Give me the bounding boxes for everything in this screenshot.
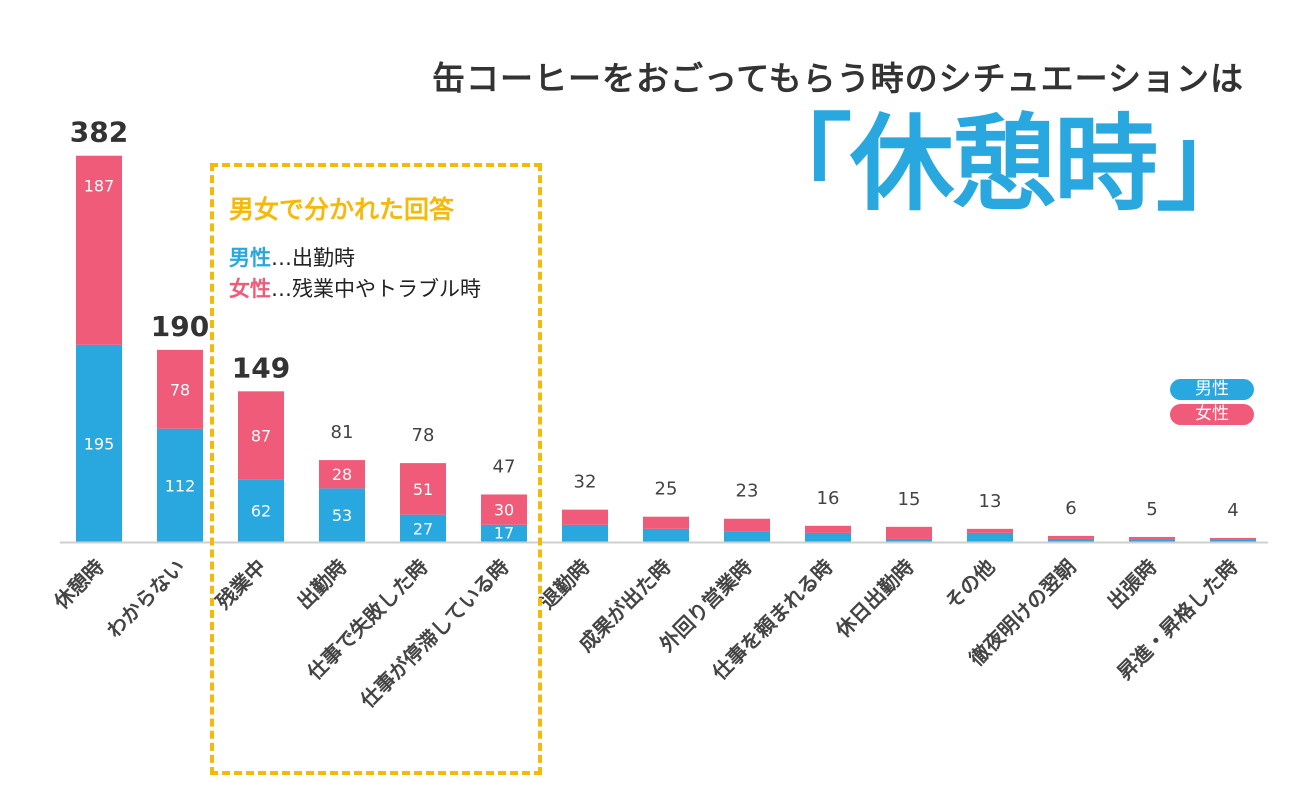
- bar-total-label: 78: [412, 425, 435, 446]
- bar-male-value-label: 53: [332, 506, 352, 525]
- bar-total-label: 15: [898, 489, 921, 510]
- legend-male: 男性: [1170, 379, 1254, 400]
- bar-male-value-label: 62: [251, 502, 271, 521]
- bar-female-segment: [1129, 536, 1175, 540]
- chart-headline: 缶コーヒーをおごってもらう時のシチュエーションは: [431, 59, 1244, 98]
- bar-female-segment: [157, 349, 203, 429]
- bar-total-label: 81: [331, 422, 354, 443]
- bar-female-segment: [400, 463, 446, 515]
- bar-total-label: 32: [574, 472, 597, 493]
- bar-male-value-label: 17: [494, 523, 514, 542]
- bar-total-label: 23: [736, 481, 759, 502]
- bar-female-value-label: 51: [413, 480, 433, 499]
- bar-female-value-label: 30: [494, 501, 514, 520]
- callout-title: 男女で分かれた回答: [229, 195, 455, 224]
- bar-female-segment: [886, 526, 932, 539]
- bar-male-segment: [157, 428, 203, 542]
- callout-female-line: 女性…残業中やトラブル時: [229, 273, 481, 303]
- x-tick-label: 退勤時: [535, 555, 594, 614]
- bar-female-value-label: 87: [251, 426, 271, 445]
- bar-male-segment: [1048, 538, 1094, 542]
- bar-male-segment: [886, 538, 932, 542]
- bar-female-segment: [805, 525, 851, 533]
- bar-male-segment: [1210, 539, 1256, 542]
- bar-male-value-label: 27: [413, 519, 433, 538]
- bar-female-segment: [967, 528, 1013, 533]
- bar-total-label: 13: [979, 491, 1002, 512]
- bar-male-segment: [562, 524, 608, 542]
- bar-female-segment: [1210, 537, 1256, 540]
- bar-total-label: 25: [655, 479, 678, 500]
- x-tick-label: 休日出勤時: [830, 555, 918, 643]
- bar-female-segment: [238, 391, 284, 480]
- bar-female-segment: [643, 516, 689, 529]
- bar-male-segment: [967, 532, 1013, 542]
- gender-split-callout: [210, 163, 542, 775]
- callout-male-label: 男性: [229, 246, 271, 270]
- legend-female: 女性: [1170, 404, 1254, 425]
- bar-female-segment: [1048, 535, 1094, 539]
- bar-total-label: 4: [1227, 500, 1238, 521]
- bar-total-label: 149: [232, 351, 290, 384]
- bar-male-segment: [724, 531, 770, 542]
- bar-total-label: 16: [817, 488, 840, 509]
- bar-male-segment: [238, 479, 284, 542]
- chart-big-title: 「休憩時」: [747, 103, 1260, 225]
- bar-female-segment: [76, 155, 122, 345]
- x-tick-label: 休憩時: [48, 555, 108, 615]
- bar-male-value-label: 195: [84, 434, 115, 453]
- callout-female-label: 女性: [229, 277, 271, 301]
- bar-female-segment: [481, 494, 527, 525]
- bar-female-segment: [724, 518, 770, 532]
- bar-male-segment: [643, 528, 689, 542]
- bar-female-segment: [319, 460, 365, 489]
- bar-male-segment: [400, 514, 446, 542]
- bar-total-label: 47: [493, 456, 516, 477]
- bar-male-value-label: 112: [165, 476, 196, 495]
- x-tick-label: 出張時: [1102, 555, 1161, 614]
- bar-total-label: 5: [1146, 499, 1157, 520]
- callout-female-text: …残業中やトラブル時: [271, 277, 481, 301]
- bar-female-segment: [562, 509, 608, 525]
- bar-female-value-label: 28: [332, 465, 352, 484]
- bar-male-segment: [805, 532, 851, 542]
- callout-male-line: 男性…出勤時: [229, 242, 355, 272]
- x-tick-label: その他: [940, 555, 999, 614]
- bar-male-segment: [76, 344, 122, 542]
- bar-female-value-label: 78: [170, 380, 190, 399]
- x-tick-label: わからない: [102, 555, 190, 643]
- bar-male-segment: [1129, 539, 1175, 542]
- bar-total-label: 382: [70, 116, 128, 149]
- callout-male-text: …出勤時: [271, 246, 355, 270]
- bar-total-label: 190: [151, 310, 209, 343]
- bar-female-value-label: 187: [84, 177, 115, 196]
- bar-male-segment: [481, 524, 527, 542]
- bar-total-label: 6: [1065, 498, 1076, 519]
- bar-male-segment: [319, 488, 365, 542]
